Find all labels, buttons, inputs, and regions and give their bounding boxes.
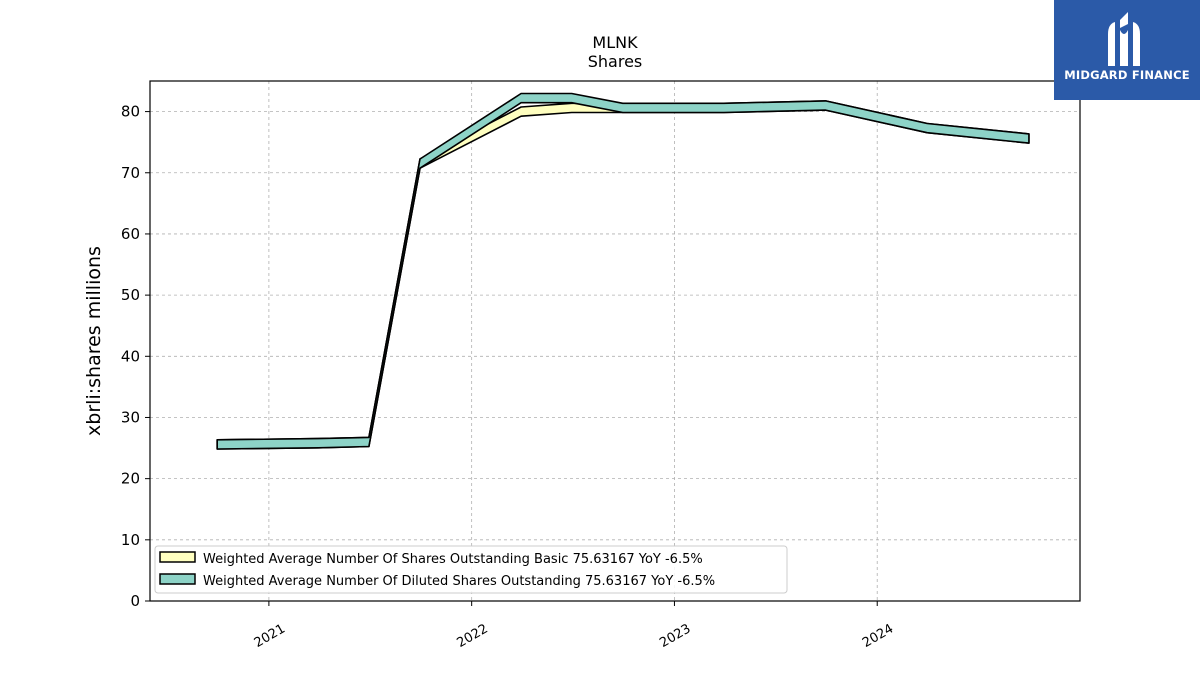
y-tick-label: 20 (121, 470, 140, 488)
y-tick-label: 80 (121, 103, 140, 121)
legend-swatch-diluted (159, 573, 196, 585)
y-tick-label: 70 (121, 164, 140, 182)
legend-label-diluted: Weighted Average Number Of Diluted Share… (203, 574, 715, 589)
grid (150, 81, 1080, 602)
midgard-logo-icon (1108, 12, 1140, 66)
plot-frame (149, 80, 1081, 602)
y-tick-label: 60 (121, 225, 140, 243)
y-tick-label: 40 (121, 347, 140, 365)
chart-subtitle: Shares (588, 52, 643, 71)
x-tick-label: 2022 (455, 621, 491, 651)
y-tick-label: 50 (121, 286, 140, 304)
x-tick-label: 2024 (860, 621, 896, 651)
legend-box (154, 545, 788, 594)
y-axis-label: xbrli:shares millions (83, 246, 105, 436)
legend: Weighted Average Number Of Shares Outsta… (154, 545, 788, 594)
y-tick-label: 30 (121, 408, 140, 426)
y-tick-label: 0 (130, 592, 140, 610)
plot-series (216, 92, 1030, 450)
x-tick-label: 2023 (657, 621, 693, 651)
legend-label-basic: Weighted Average Number Of Shares Outsta… (203, 552, 703, 567)
brand-logo: MIDGARD FINANCE (1054, 0, 1200, 100)
legend-swatch-basic (159, 551, 196, 563)
y-tick-label: 10 (121, 531, 140, 549)
brand-name: MIDGARD FINANCE (1064, 68, 1190, 82)
series-line-0 (216, 100, 1030, 450)
chart-title: MLNK (592, 33, 638, 52)
series-line-1 (216, 92, 1030, 450)
x-tick-label: 2021 (252, 621, 288, 651)
